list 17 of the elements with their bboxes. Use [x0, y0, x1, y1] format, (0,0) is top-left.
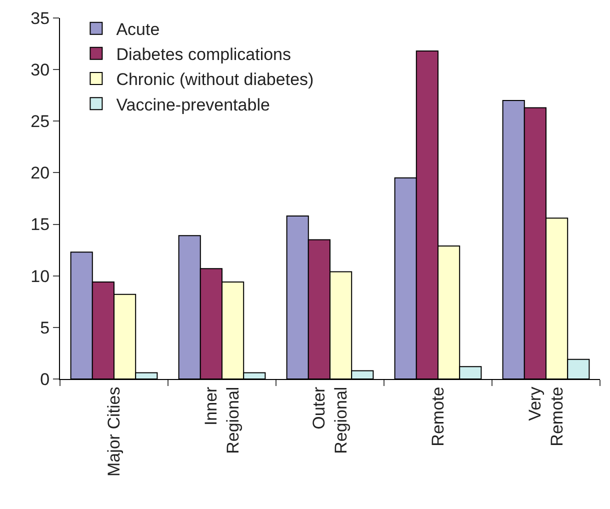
x-tick-label: Major Cities	[104, 386, 124, 477]
x-tick-label: Remote	[428, 386, 448, 446]
legend-label: Acute	[116, 20, 160, 39]
x-tick-label: Inner Regional	[201, 386, 243, 454]
legend-label: Diabetes complications	[116, 45, 292, 64]
y-tick-label: 20	[30, 164, 50, 183]
x-tick-label: Very Remote	[525, 386, 567, 446]
y-tick-label: 15	[30, 215, 50, 234]
y-tick-label: 35	[30, 8, 50, 28]
legend-label: Chronic (without diabetes)	[116, 70, 314, 90]
y-tick-label: 25	[30, 112, 50, 132]
y-tick-label: 10	[30, 266, 50, 286]
y-tick-label: 0	[40, 370, 50, 389]
x-tick-label: Outer Regional	[309, 386, 351, 454]
y-tick-label: 5	[40, 318, 50, 338]
legend-label: Vaccine-preventable	[116, 95, 270, 114]
y-tick-label: 30	[30, 60, 50, 80]
